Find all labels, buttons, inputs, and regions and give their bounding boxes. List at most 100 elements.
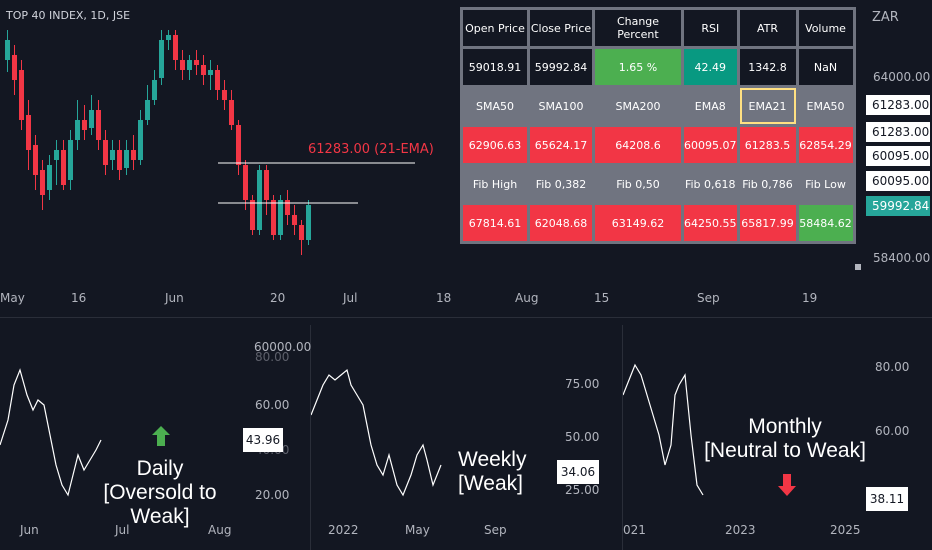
candle [5, 30, 10, 72]
monthly-rsi-chart[interactable] [623, 325, 863, 515]
label-ema50: EMA50 [798, 88, 853, 124]
weekly-label: Weekly [Weak] [458, 448, 528, 496]
header-rsi: RSI [684, 10, 737, 46]
value-fib-low: 58484.62 [798, 205, 853, 241]
value-fib-050: 63149.62 [595, 205, 681, 241]
candle [138, 110, 143, 165]
monthly-x-tick: 2025 [830, 523, 861, 537]
daily-y-tick: 60000.00 [254, 340, 312, 354]
monthly-y-tick: 80.00 [875, 360, 910, 374]
x-tick-16: 16 [71, 291, 87, 305]
price-tag-last-close: 59992.84 [866, 196, 930, 216]
daily-rsi-chart[interactable] [0, 325, 310, 515]
candle [124, 140, 129, 175]
value-fib-0786: 65817.99 [739, 205, 796, 241]
weekly-x-tick: May [405, 523, 430, 537]
daily-label-title: Daily [136, 457, 184, 480]
ema-line-label: 61283.00 (21-EMA) [308, 142, 434, 157]
daily-rsi-line [0, 368, 102, 497]
label-sma100: SMA100 [530, 88, 592, 124]
label-ema8: EMA8 [684, 88, 737, 124]
label-fib-high: Fib High [463, 166, 527, 202]
label-fib-050: Fib 0,50 [595, 166, 681, 202]
value-ema8: 60095.07 [684, 127, 737, 163]
panel-divider [622, 325, 623, 550]
candle [61, 140, 66, 190]
candle [40, 160, 45, 210]
header-volume: Volume [798, 10, 853, 46]
weekly-y-tick: 25.00 [565, 483, 600, 497]
candle [19, 60, 24, 130]
weekly-x-tick: 2022 [328, 523, 359, 537]
price-tag-ema21: 61283.00 [866, 95, 930, 115]
value-fib-0382: 62048.68 [530, 205, 592, 241]
y-tick-64000: 64000.00 [873, 70, 931, 84]
candle [243, 160, 248, 210]
candle [145, 85, 150, 125]
candle [299, 220, 304, 255]
value-fib-high: 67814.61 [463, 205, 527, 241]
header-change-percent: Change Percent [595, 10, 681, 46]
candle [208, 60, 213, 90]
candle [103, 130, 108, 175]
header-open-price: Open Price [463, 10, 527, 46]
candle [201, 55, 206, 85]
value-sma50: 62906.63 [463, 127, 527, 163]
daily-y-tick: 60.00 [255, 398, 290, 412]
arrow-down-icon [778, 474, 796, 496]
label-ema21: EMA21 [739, 88, 796, 124]
x-tick-jul: Jul [343, 291, 358, 305]
scale-handle-icon[interactable] [855, 264, 861, 270]
label-fib-0786: Fib 0,786 [739, 166, 796, 202]
daily-label-status: [Oversold to Weak] [103, 481, 217, 528]
label-sma50: SMA50 [463, 88, 527, 124]
weekly-label-status: [Weak] [458, 472, 523, 495]
candle [117, 140, 122, 180]
candle [229, 90, 234, 130]
candle [236, 120, 241, 175]
indicator-table: Open Price Close Price Change Percent RS… [460, 7, 856, 244]
header-close-price: Close Price [530, 10, 592, 46]
monthly-label-status: [Neutral to Weak] [704, 439, 866, 462]
monthly-rsi-line [623, 363, 704, 496]
value-sma100: 65624.17 [530, 127, 592, 163]
weekly-label-title: Weekly [458, 448, 527, 471]
candle [68, 130, 73, 190]
candle [89, 95, 94, 135]
monthly-x-tick: 021 [623, 523, 646, 537]
candle [306, 200, 311, 245]
value-sma200: 64208.6 [595, 127, 681, 163]
weekly-rsi-line [311, 368, 442, 497]
candle [292, 205, 297, 235]
value-ema50: 62854.29 [798, 127, 853, 163]
candle [250, 195, 255, 235]
candle [47, 155, 52, 200]
candle [187, 55, 192, 80]
x-tick-aug: Aug [515, 291, 539, 305]
weekly-y-tick: 75.00 [565, 377, 600, 391]
label-fib-0382: Fib 0,382 [530, 166, 592, 202]
candle [180, 50, 185, 80]
currency-label: ZAR [872, 10, 899, 25]
candle [271, 195, 276, 240]
weekly-rsi-chart[interactable] [311, 325, 556, 515]
label-fib-0618: Fib 0,618 [684, 166, 737, 202]
candle [96, 100, 101, 150]
candle [82, 105, 87, 140]
daily-x-tick: Aug [208, 523, 232, 537]
monthly-rsi-value: 38.11 [866, 487, 908, 511]
daily-y-tick: 80.00 [255, 350, 290, 364]
x-tick-sep: Sep [697, 291, 720, 305]
daily-x-tick: Jul [115, 523, 130, 537]
candle [33, 135, 38, 190]
candle [54, 140, 59, 185]
price-tag-ema21-line: 61283.00 [866, 122, 930, 142]
candlestick-chart[interactable] [0, 0, 865, 285]
label-sma200: SMA200 [595, 88, 681, 124]
value-rsi: 42.49 [684, 49, 737, 85]
candle [173, 30, 178, 70]
monthly-y-tick: 60.00 [875, 424, 910, 438]
value-fib-0618: 64250.55 [684, 205, 737, 241]
chart-title: TOP 40 INDEX, 1D, JSE [6, 9, 131, 22]
price-tag-ema8-line: 60095.00 [866, 171, 930, 191]
